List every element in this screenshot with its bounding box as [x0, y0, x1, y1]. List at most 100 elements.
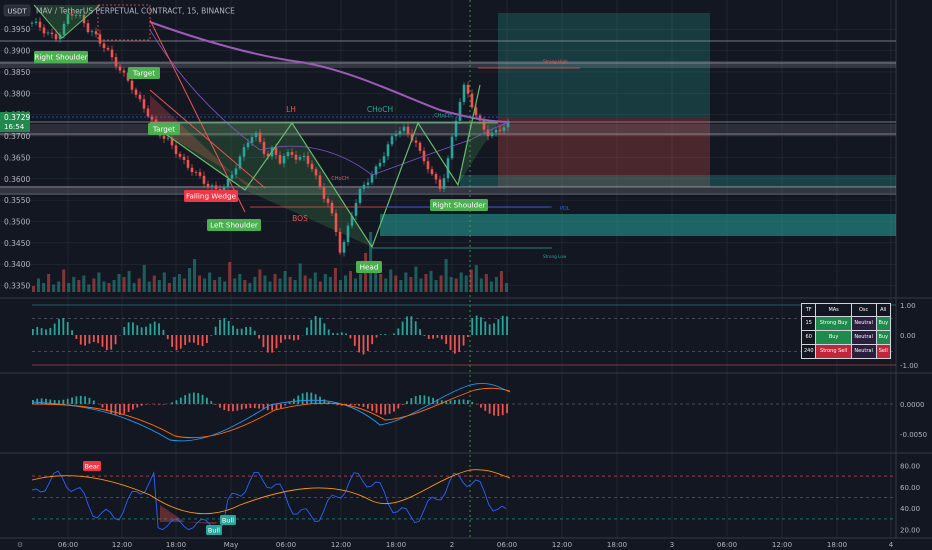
osc-histogram-bar: [462, 335, 465, 346]
macd-histogram-bar: [258, 404, 260, 409]
candle-body: [186, 159, 190, 168]
volume-bar: [288, 277, 292, 292]
osc-histogram-bar: [419, 329, 421, 335]
osc-histogram-bar: [314, 315, 317, 335]
osc-histogram-bar: [393, 333, 395, 335]
osc-histogram-bar: [297, 335, 300, 340]
volume-bar: [464, 275, 468, 292]
zones: [0, 13, 896, 247]
volume-bar: [57, 281, 61, 292]
lh-label: LH: [286, 105, 296, 114]
osc-histogram-bar: [475, 315, 478, 335]
volume-bar: [162, 272, 166, 292]
chart-title: MAV / TetherUS PERPETUAL CONTRACT, 15, B…: [36, 7, 235, 16]
table-cell: Neutral: [850, 330, 877, 345]
candle-body: [74, 15, 78, 16]
osc-histogram-bar: [62, 317, 65, 335]
macd-histogram-bar: [240, 404, 243, 410]
candle-body: [214, 185, 218, 190]
volume-bars: [32, 232, 508, 292]
osc-histogram-bar: [45, 329, 47, 335]
osc-histogram-bar: [266, 335, 269, 353]
candle-body: [118, 66, 122, 71]
volume-bar: [47, 274, 51, 292]
table-header-row: TF MAs Osc All: [800, 303, 891, 317]
candle-body: [134, 89, 138, 95]
osc-histogram-bar: [467, 335, 469, 338]
right-shoulder-label: Right Shoulder: [432, 201, 485, 210]
candle-body: [262, 141, 266, 154]
table-cell: Strong Buy: [815, 316, 852, 331]
osc-histogram-bar: [275, 335, 278, 349]
volume-bar: [193, 259, 197, 292]
macd-histogram-bar: [92, 400, 95, 404]
osc-histogram-bar: [436, 335, 439, 338]
price-tick-label: 0.3700: [4, 132, 30, 141]
macd-histogram-bar: [488, 404, 491, 414]
table-cell: 60: [800, 330, 817, 345]
strong-high-label: Strong High: [543, 59, 568, 64]
candle-body: [194, 172, 198, 173]
volume-bar: [499, 271, 503, 292]
head-label-bg: [356, 261, 382, 273]
candle-body: [322, 187, 326, 199]
candle-body: [294, 154, 298, 160]
osc-histogram-bar: [140, 327, 143, 335]
osc-histogram-bar: [345, 333, 347, 335]
volume-bar: [152, 275, 156, 292]
candle-body: [414, 140, 418, 143]
symbol-badge[interactable]: USDT: [7, 8, 27, 16]
volume-bar: [248, 283, 252, 292]
candle-body: [94, 31, 98, 35]
candle-body: [362, 184, 366, 189]
macd-histogram-bar: [140, 404, 143, 406]
candle-body: [466, 84, 470, 94]
wedge-line-upper: [149, 19, 246, 213]
volume-bar: [62, 269, 66, 292]
candle-body: [278, 154, 282, 164]
osc-histogram-bar: [114, 335, 117, 345]
macd-histogram-bar: [58, 400, 60, 404]
osc-histogram-bar: [323, 323, 326, 335]
volume-bar: [172, 277, 176, 292]
osc-histogram-bar: [92, 335, 95, 343]
macd-histogram-bar: [36, 398, 39, 404]
support-zone-band: [0, 186, 896, 193]
macd-histogram-bar: [471, 401, 474, 404]
volume-bar: [263, 275, 267, 292]
volume-bar: [147, 281, 151, 292]
candle-body: [398, 131, 402, 135]
target-label-1: Target: [132, 69, 155, 78]
volume-bar: [313, 272, 317, 292]
macd-histogram-bar: [366, 404, 369, 409]
candle-body: [366, 182, 370, 185]
volume-bar: [77, 280, 81, 292]
osc-histogram-bar: [75, 335, 78, 339]
volume-bar: [354, 278, 358, 292]
macd-histogram-bar: [271, 404, 274, 411]
demand-zone-small: [460, 175, 896, 187]
osc-histogram-bar: [449, 335, 452, 351]
macd-histogram-bar: [414, 396, 417, 404]
osc-histogram-bar: [493, 323, 495, 335]
annotation-labels: Right Shoulder Target Target Falling Wedge L…: [34, 51, 570, 273]
osc-histogram-bar: [79, 335, 82, 345]
time-tick-label: 12:00: [112, 541, 132, 549]
osc-histogram-bar: [445, 335, 448, 345]
volume-bar: [82, 275, 86, 292]
target-label-1-bg: [128, 67, 160, 79]
header: USDT MAV / TetherUS PERPETUAL CONTRACT, …: [3, 4, 235, 17]
candle-body: [198, 172, 202, 176]
candle-body: [382, 156, 386, 163]
macd-histogram-bar: [188, 393, 191, 404]
osc-histogram-bar: [162, 329, 165, 335]
time-tick-label: 18:00: [386, 541, 406, 549]
wedge-line-lower: [149, 89, 266, 189]
osc-histogram-bar: [192, 335, 195, 343]
macd-histogram-bar: [297, 395, 300, 404]
candle-body: [410, 133, 414, 141]
volume-bar: [268, 281, 272, 292]
volume-bar: [32, 286, 36, 292]
volume-bar: [228, 262, 232, 292]
